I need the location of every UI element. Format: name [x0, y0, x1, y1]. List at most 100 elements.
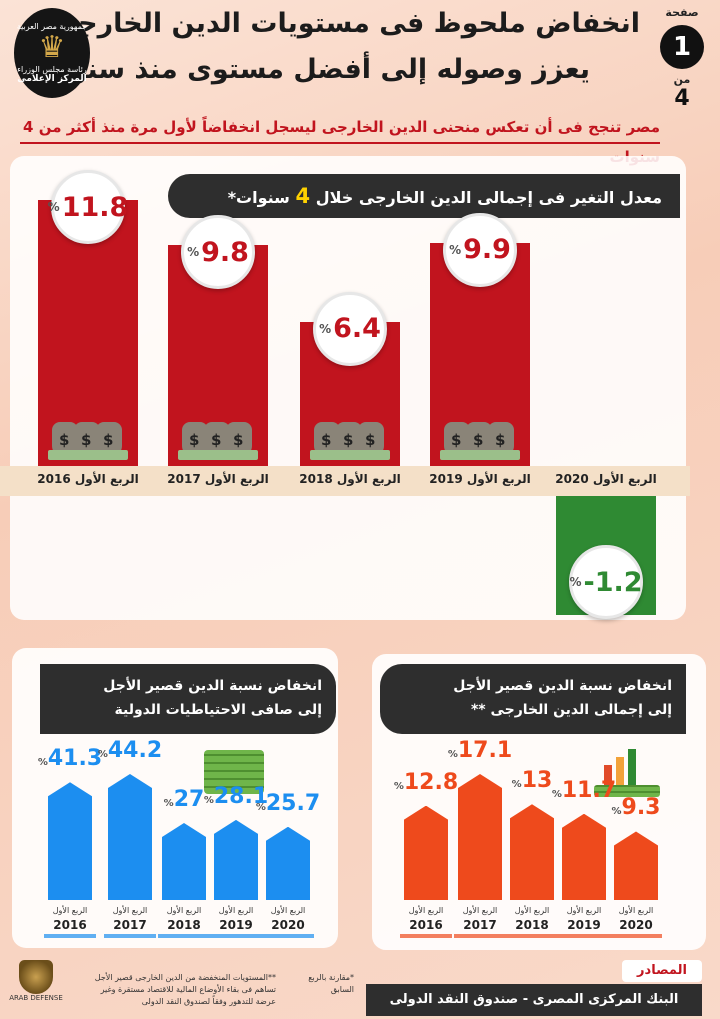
reserves-value-label: %27: [150, 787, 218, 812]
money-bags-icon: [440, 402, 520, 460]
reserves-value-label: %25.7: [254, 791, 322, 816]
logo-text-bottom: المركز الإعلامى: [17, 74, 87, 84]
percent-sign: %: [203, 794, 214, 806]
percent-sign: %: [449, 242, 462, 257]
debt-bar: [562, 813, 606, 900]
reserves-bar: [108, 774, 152, 900]
external-debt-chart-title: انخفاض نسبة الدين قصير الأجل إلى إجمالى …: [380, 664, 686, 734]
reserves-year-underline: [262, 934, 314, 938]
arab-defense-logo: ARAB DEFENSE: [6, 960, 66, 1012]
percent-sign: %: [319, 321, 332, 336]
cash-stack-icon: [196, 742, 278, 800]
percent-sign: %: [37, 757, 48, 769]
main-category-label: الربع الأول 2017: [167, 472, 269, 486]
page-title-line-1: انخفاض ملحوظ فى مستويات الدين الخارجى: [50, 8, 640, 39]
debt-year-underline: [610, 934, 662, 938]
debt-category-prefix: الربع الأول: [462, 906, 498, 915]
debt-value-label: %13: [498, 768, 566, 793]
main-chart-baseline: [0, 466, 690, 496]
header: انخفاض ملحوظ فى مستويات الدين الخارجى يع…: [0, 0, 720, 112]
main-bar-value: 11.8: [61, 191, 129, 223]
percent-sign: %: [393, 780, 404, 792]
percent-sign: %: [511, 779, 522, 791]
debt-year-underline: [454, 934, 506, 938]
debt-category-year: 2018: [515, 918, 549, 932]
debt-category-prefix: الربع الأول: [618, 906, 654, 915]
footnote-star: *مقارنة بالربع السابق: [308, 973, 354, 994]
money-bags-icon: [48, 402, 128, 460]
reserves-value-label: %28.1: [202, 784, 270, 809]
page-total: 4: [674, 86, 690, 111]
reserves-bar: [266, 826, 310, 900]
reserves-category-prefix: الربع الأول: [166, 906, 202, 915]
debt-category-prefix: الربع الأول: [514, 906, 550, 915]
percent-sign: %: [551, 788, 562, 800]
debt-category-prefix: الربع الأول: [566, 906, 602, 915]
page-label: صفحة: [665, 6, 699, 19]
main-category-label: الربع الأول 2020: [555, 472, 657, 486]
reserves-category-year: 2020: [271, 918, 305, 932]
debt-value-label: %17.1: [446, 738, 514, 763]
reserves-title-line-2: إلى صافى الاحتياطيات الدولية: [114, 702, 323, 718]
main-chart-title-highlight: 4: [295, 184, 311, 208]
reserves-value: 27: [173, 787, 205, 813]
page-of-label: من: [673, 73, 691, 86]
reserves-value-label: %44.2: [96, 738, 164, 763]
main-chart-title-after: سنوات*: [227, 188, 290, 207]
reserves-value: 41.3: [47, 746, 103, 772]
percent-sign: %: [255, 801, 266, 813]
external-debt-title-line-2: إلى إجمالى الدين الخارجى **: [470, 702, 672, 718]
main-bar-value: -1.2: [583, 566, 643, 598]
growth-chart-icon: [590, 745, 668, 803]
reserves-title-line-1: انخفاض نسبة الدين قصير الأجل: [103, 678, 322, 694]
reserves-category-prefix: الربع الأول: [218, 906, 254, 915]
main-bar-value-bubble: % 9.9: [443, 212, 517, 287]
reserves-bar: [214, 819, 258, 900]
reserves-year-underline: [158, 934, 210, 938]
reserves-year-underline: [210, 934, 262, 938]
money-bags-icon: [178, 402, 258, 460]
debt-value-label: %12.8: [392, 770, 460, 795]
debt-value-label: %11.7: [550, 778, 618, 803]
page-title-line-2: يعزز وصوله إلى أفضل مستوى منذ سنوات: [34, 54, 590, 85]
percent-sign: %: [611, 806, 622, 818]
debt-value-label: %9.3: [602, 795, 670, 820]
money-bags-icon: [310, 402, 390, 460]
reserves-value: 25.7: [265, 790, 321, 816]
debt-category-year: 2016: [409, 918, 443, 932]
subtitle-divider: [20, 142, 660, 144]
reserves-category-prefix: الربع الأول: [52, 906, 88, 915]
main-chart-title: معدل التغير فى إجمالى الدين الخارجى خلال…: [168, 174, 680, 218]
arab-logo-text: ARAB DEFENSE: [9, 994, 63, 1002]
reserves-bar: [48, 782, 92, 900]
main-bar-value: 9.9: [463, 234, 511, 266]
percent-sign: %: [447, 749, 458, 760]
percent-sign: %: [163, 798, 174, 810]
debt-bar: [404, 805, 448, 900]
main-bar-value: 9.8: [201, 236, 249, 268]
percent-sign: %: [47, 200, 60, 214]
reserves-value: 44.2: [107, 738, 163, 763]
subtitle: مصر تنجح فى أن تعكس منحنى الدين الخارجى …: [23, 118, 660, 166]
reserves-category-year: 2016: [53, 918, 87, 932]
main-chart-title-before: معدل التغير فى إجمالى الدين الخارجى خلال: [315, 188, 662, 207]
main-category-label: الربع الأول 2018: [299, 472, 401, 486]
main-bar-value-bubble: % 9.8: [181, 215, 255, 290]
sources-label: المصادر: [622, 960, 702, 982]
reserves-year-underline: [44, 934, 96, 938]
debt-value: 9.3: [621, 795, 661, 821]
reserves-category-year: 2018: [167, 918, 201, 932]
debt-year-underline: [400, 934, 452, 938]
page-indicator: صفحة 1 من 4: [652, 6, 712, 136]
percent-sign: %: [187, 245, 200, 260]
main-bar-value-bubble: % 11.8: [47, 170, 128, 244]
reserves-category-prefix: الربع الأول: [270, 906, 306, 915]
debt-year-underline: [558, 934, 610, 938]
reserves-value-label: %41.3: [36, 746, 104, 771]
debt-value: 17.1: [457, 738, 513, 763]
reserves-year-underline: [104, 934, 156, 938]
logo-text-mid: رئاسة مجلس الوزراء: [17, 65, 87, 74]
main-bar-value-bubble: % -1.2: [569, 545, 643, 620]
reserves-value: 28.1: [213, 783, 269, 809]
debt-category-year: 2019: [567, 918, 601, 932]
